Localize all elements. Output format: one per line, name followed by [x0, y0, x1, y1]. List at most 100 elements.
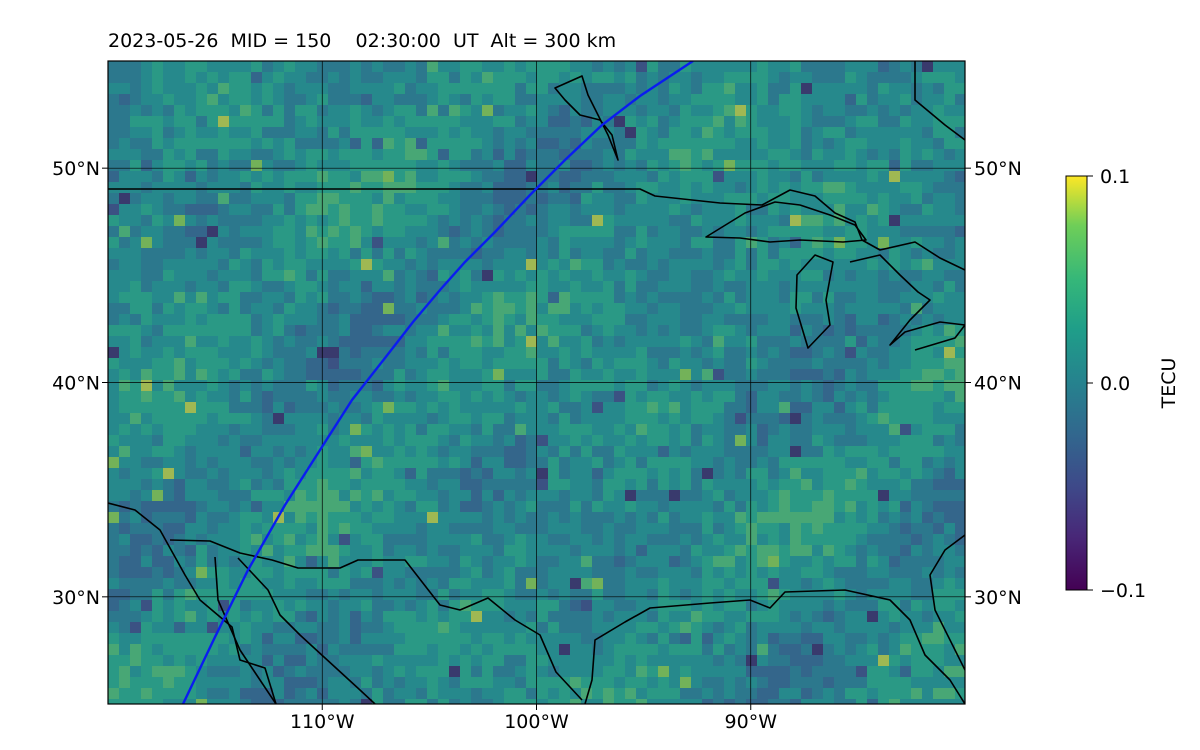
tec-cell [559, 545, 570, 556]
tec-cell [141, 226, 152, 237]
tec-cell [548, 556, 559, 567]
tec-cell [537, 644, 548, 655]
tec-cell [933, 358, 944, 369]
tec-cell [625, 644, 636, 655]
tec-cell [427, 61, 438, 72]
tec-cell [757, 204, 768, 215]
tec-cell [691, 160, 702, 171]
tec-cell [845, 490, 856, 501]
tec-cell [372, 248, 383, 259]
tec-cell [339, 237, 350, 248]
tec-cell [174, 545, 185, 556]
tec-cell [306, 446, 317, 457]
tec-cell [889, 468, 900, 479]
tec-cell [548, 303, 559, 314]
tec-cell [262, 94, 273, 105]
tec-cell [207, 578, 218, 589]
tec-cell [394, 391, 405, 402]
tec-cell [372, 94, 383, 105]
tec-cell [801, 523, 812, 534]
tec-cell [218, 182, 229, 193]
tec-cell [757, 567, 768, 578]
tec-cell [823, 72, 834, 83]
tec-cell [955, 688, 965, 699]
tec-cell [306, 127, 317, 138]
tec-cell [119, 72, 130, 83]
tec-cell [427, 545, 438, 556]
tec-cell [108, 490, 119, 501]
tec-cell [328, 127, 339, 138]
tec-cell [493, 347, 504, 358]
tec-cell [471, 226, 482, 237]
tec-cell [724, 435, 735, 446]
tec-cell [185, 193, 196, 204]
tec-cell [790, 534, 801, 545]
tec-cell [636, 61, 647, 72]
tec-cell [955, 358, 965, 369]
tec-cell [768, 479, 779, 490]
tec-cell [174, 127, 185, 138]
tec-cell [383, 567, 394, 578]
tec-cell [834, 138, 845, 149]
tec-cell [878, 358, 889, 369]
tec-cell [735, 523, 746, 534]
tec-cell [141, 688, 152, 699]
tec-cell [559, 248, 570, 259]
tec-cell [427, 226, 438, 237]
tec-cell [504, 435, 515, 446]
tec-cell [548, 424, 559, 435]
tec-cell [394, 138, 405, 149]
tec-cell [251, 567, 262, 578]
tec-cell [515, 105, 526, 116]
tec-cell [185, 545, 196, 556]
tec-cell [361, 600, 372, 611]
tec-cell [691, 248, 702, 259]
tec-cell [625, 116, 636, 127]
tec-cell [625, 226, 636, 237]
tec-cell [581, 369, 592, 380]
tec-cell [174, 325, 185, 336]
tec-cell [680, 468, 691, 479]
tec-cell [394, 611, 405, 622]
tec-cell [790, 292, 801, 303]
tec-cell [878, 215, 889, 226]
tec-cell [900, 567, 911, 578]
tec-cell [471, 644, 482, 655]
tec-cell [284, 127, 295, 138]
tec-cell [889, 237, 900, 248]
tec-cell [262, 468, 273, 479]
tec-cell [504, 699, 515, 704]
tec-cell [878, 204, 889, 215]
tec-cell [218, 468, 229, 479]
tec-cell [856, 534, 867, 545]
tec-cell [625, 182, 636, 193]
tec-cell [834, 501, 845, 512]
tec-cell [284, 501, 295, 512]
tec-cell [702, 215, 713, 226]
tec-cell [955, 666, 965, 677]
tec-cell [658, 611, 669, 622]
tec-cell [328, 622, 339, 633]
tec-cell [592, 567, 603, 578]
tec-cell [548, 391, 559, 402]
tec-cell [933, 138, 944, 149]
tec-cell [889, 446, 900, 457]
tec-cell [636, 446, 647, 457]
tec-cell [383, 677, 394, 688]
tec-cell [812, 138, 823, 149]
tec-cell [812, 259, 823, 270]
tec-cell [262, 413, 273, 424]
tec-cell [152, 127, 163, 138]
tec-cell [933, 314, 944, 325]
tec-cell [350, 644, 361, 655]
tec-cell [724, 666, 735, 677]
tec-cell [427, 281, 438, 292]
tec-cell [493, 292, 504, 303]
tec-cell [471, 380, 482, 391]
tec-cell [845, 622, 856, 633]
tec-cell [647, 259, 658, 270]
tec-cell [185, 292, 196, 303]
tec-cell [680, 171, 691, 182]
tec-cell [119, 248, 130, 259]
tec-cell [526, 248, 537, 259]
